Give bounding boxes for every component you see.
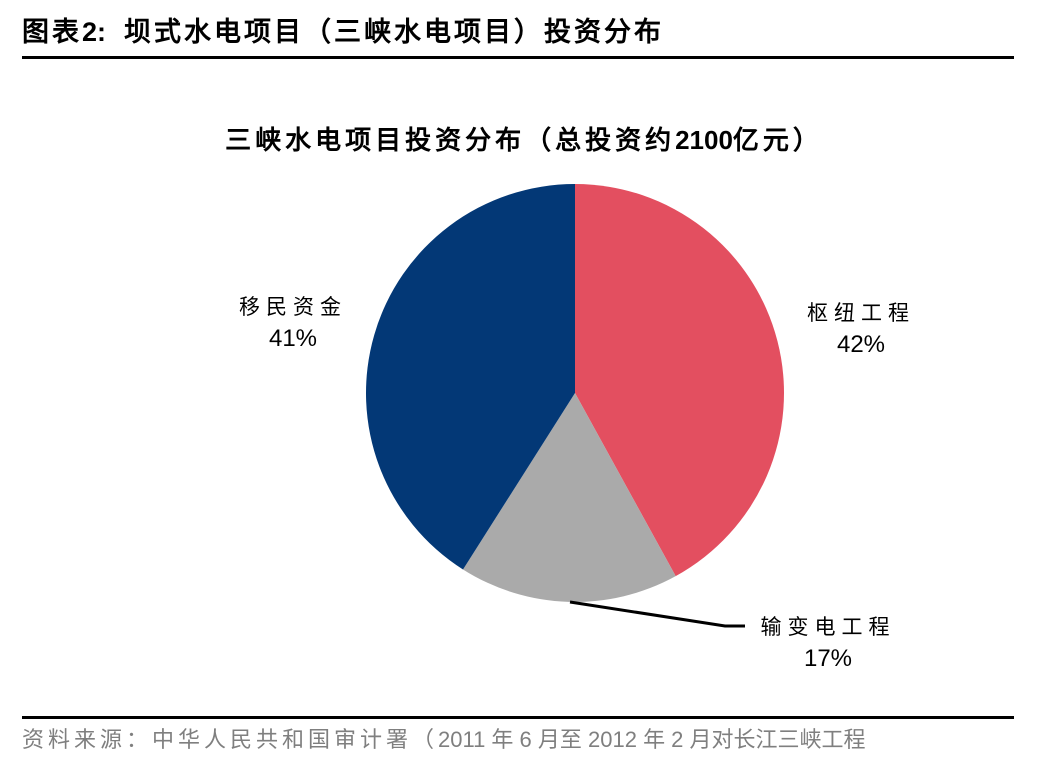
figure-prefix: 图表 bbox=[22, 17, 82, 48]
slice-label-name: 枢纽工程 bbox=[807, 301, 915, 325]
top-rule bbox=[22, 56, 1014, 59]
slice-label-percent: 17% bbox=[803, 645, 853, 672]
label-resettlement-fund: 移民资金 41% bbox=[228, 292, 358, 356]
source-note: 资料来源：中华人民共和国审计署（2011 年 6 月至 2012 年 2 月对长… bbox=[22, 722, 866, 759]
label-hub-project: 枢纽工程 42% bbox=[796, 298, 926, 362]
slice-label-name: 移民资金 bbox=[239, 295, 347, 319]
label-transmission-project: 输变电工程 17% bbox=[748, 612, 908, 676]
chart-title: 三峡水电项目投资分布（总投资约2100亿元） bbox=[0, 120, 1048, 157]
source-label: 资料来源：中华人民共和国审计署（ bbox=[22, 728, 439, 753]
source-text: 2011 年 6 月至 2012 年 2 月对长江三峡工程 bbox=[438, 727, 866, 752]
slice-label-percent: 41% bbox=[268, 325, 318, 352]
leader-line bbox=[569, 600, 745, 628]
slice-resettlement-fund bbox=[365, 184, 575, 570]
slice-label-name: 输变电工程 bbox=[760, 615, 896, 639]
chart-title-main: 三峡水电项目投资分布（总投资约 bbox=[225, 126, 676, 156]
figure-title-text: 坝式水电项目（三峡水电项目）投资分布 bbox=[124, 17, 665, 48]
slice-hub-project bbox=[575, 184, 784, 577]
figure-title: 图表2: 坝式水电项目（三峡水电项目）投资分布 bbox=[22, 12, 664, 53]
bottom-rule bbox=[22, 716, 1014, 719]
figure-number: 2: bbox=[82, 17, 107, 47]
pie-slices bbox=[365, 184, 784, 602]
chart-title-unit: 亿元） bbox=[732, 126, 823, 156]
slice-label-percent: 42% bbox=[836, 331, 886, 358]
chart-title-amount: 2100 bbox=[675, 125, 733, 155]
slice-transmission-project bbox=[463, 393, 676, 602]
